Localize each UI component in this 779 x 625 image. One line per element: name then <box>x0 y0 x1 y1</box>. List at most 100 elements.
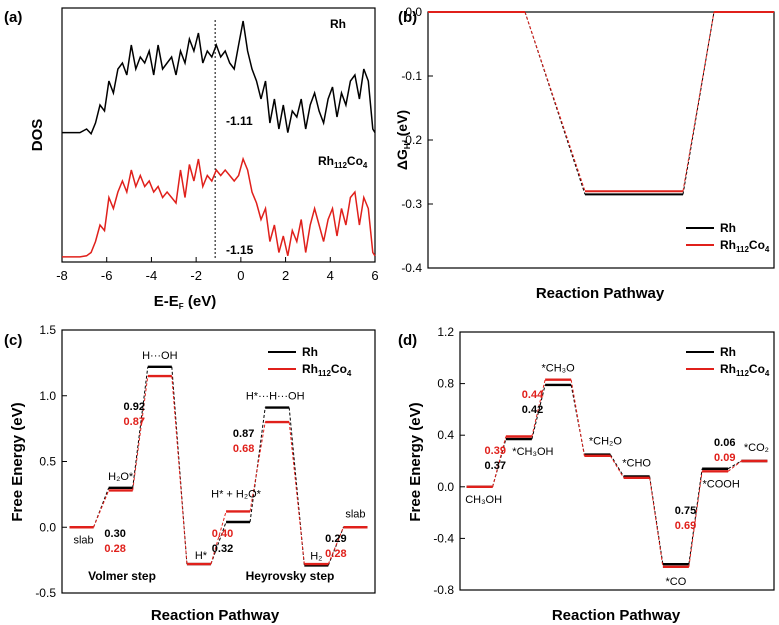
state-label: *CH₃OH <box>512 446 553 458</box>
her-connector-1-1 <box>132 375 149 491</box>
connector-1-0 <box>524 11 586 192</box>
text-span: Co <box>749 362 765 376</box>
y-tick-label: 0.4 <box>437 428 454 442</box>
state-label: *CH₂O <box>589 436 622 448</box>
y-axis-label: ΔGH* (eV) <box>394 110 412 170</box>
legend-label-0: Rh <box>720 345 736 359</box>
d-band-value-rh: -1.11 <box>226 114 253 128</box>
y-tick-label: 0.0 <box>39 520 56 534</box>
text-span: (eV) <box>184 293 217 310</box>
mor-connector-0-6 <box>727 460 742 470</box>
state-label: H* <box>195 550 208 562</box>
y-tick-label: 0.5 <box>39 455 56 469</box>
subscript: 4 <box>347 369 352 378</box>
barrier-value-rhco: 0.39 <box>485 445 506 457</box>
mor-connector-1-2 <box>570 379 585 456</box>
state-label: H* + H₂O* <box>211 488 262 500</box>
x-tick-label: 0 <box>237 268 244 283</box>
x-tick-label: -8 <box>56 268 68 283</box>
connector-1-1 <box>682 11 715 192</box>
her-connector-1-0 <box>93 490 110 528</box>
text-span: Rh <box>330 17 346 31</box>
text-span: E-E <box>154 293 179 310</box>
text-span: Co <box>749 238 765 252</box>
y-tick-label: -0.4 <box>433 531 454 545</box>
barrier-value-rh: 0.30 <box>104 528 125 540</box>
barrier-value-rh: 0.06 <box>714 437 735 449</box>
panel-a-tag: (a) <box>4 9 22 26</box>
barrier-value-rhco: 0.44 <box>522 389 544 401</box>
panel-c-tag: (c) <box>4 332 22 349</box>
state-label: CH₃OH <box>465 494 502 506</box>
state-label: slab <box>345 508 365 520</box>
y-tick-label: -0.5 <box>35 586 56 600</box>
subscript: F <box>179 302 184 311</box>
subscript: 4 <box>765 245 770 254</box>
state-label: *CHO <box>622 457 651 469</box>
text-span: ΔG <box>394 149 410 170</box>
panel-b-tag: (b) <box>398 9 417 26</box>
her-connector-1-5 <box>288 421 305 565</box>
mor-connector-1-3 <box>609 455 625 479</box>
subscript: 4 <box>765 369 770 378</box>
mor-connector-1-5 <box>688 471 703 567</box>
barrier-value-rh: 0.32 <box>212 543 233 555</box>
text-span: Rh <box>302 345 318 359</box>
her-connector-1-6 <box>327 527 344 565</box>
barrier-value-rhco: 0.28 <box>104 543 125 555</box>
mor-connector-0-1 <box>531 384 546 440</box>
barrier-value-rhco: 0.09 <box>714 452 735 464</box>
text-span: Rh <box>720 238 736 252</box>
state-label: slab <box>73 534 93 546</box>
text-span: Rh <box>720 362 736 376</box>
x-axis-label: Reaction Pathway <box>552 607 681 624</box>
legend-label-0: Rh <box>720 221 736 235</box>
panel-d-frame <box>459 331 775 591</box>
text-span: Rh <box>318 154 334 168</box>
legend-label-1: Rh112Co4 <box>720 238 770 254</box>
subscript: H* <box>403 139 412 149</box>
d-band-value-rhco: -1.15 <box>226 243 254 257</box>
y-axis-label: Free Energy (eV) <box>9 402 26 521</box>
text-span: Rh <box>302 362 318 376</box>
subscript: 4 <box>363 161 368 170</box>
panel-a-frame <box>61 7 376 263</box>
y-tick-label: 1.5 <box>39 323 56 337</box>
barrier-value-rh: 0.75 <box>675 505 696 517</box>
x-axis-label: Reaction Pathway <box>536 285 665 302</box>
barrier-value-rh: 0.92 <box>124 401 145 413</box>
text-span: (eV) <box>394 110 410 140</box>
mor-connector-1-0 <box>492 436 507 487</box>
subscript: 112 <box>318 369 331 378</box>
panel-d-tag: (d) <box>398 332 417 349</box>
barrier-value-rhco: 0.68 <box>233 443 254 455</box>
her-connector-1-2 <box>171 375 188 565</box>
x-tick-label: 4 <box>327 268 334 283</box>
text-span: Co <box>331 362 347 376</box>
y-tick-label: 1.0 <box>39 389 56 403</box>
text-span: Rh <box>720 221 736 235</box>
text-span: Co <box>347 154 363 168</box>
barrier-value-rh: 0.42 <box>522 404 543 416</box>
state-label: H₂ <box>310 550 322 562</box>
her-connector-1-4 <box>249 421 266 512</box>
x-tick-label: 6 <box>371 268 378 283</box>
barrier-value-rh: 0.87 <box>233 428 254 440</box>
mor-connector-1-6 <box>727 460 742 472</box>
y-tick-label: -0.1 <box>401 69 422 83</box>
subscript: 112 <box>736 369 749 378</box>
state-label: H₂O* <box>108 471 134 483</box>
y-tick-label: 0.0 <box>437 480 454 494</box>
mor-connector-0-3 <box>609 454 625 477</box>
x-tick-label: -2 <box>190 268 202 283</box>
x-tick-label: -6 <box>101 268 113 283</box>
state-label: *CH₃O <box>542 363 576 375</box>
x-axis-label: Reaction Pathway <box>151 607 280 624</box>
legend-label-1: Rh112Co4 <box>720 362 770 378</box>
state-label: *COOH <box>702 478 739 490</box>
subscript: 112 <box>736 245 749 254</box>
barrier-value-rh: 0.37 <box>485 460 506 472</box>
series-label-rh: Rh <box>330 17 346 31</box>
step-label: Volmer step <box>88 569 156 583</box>
